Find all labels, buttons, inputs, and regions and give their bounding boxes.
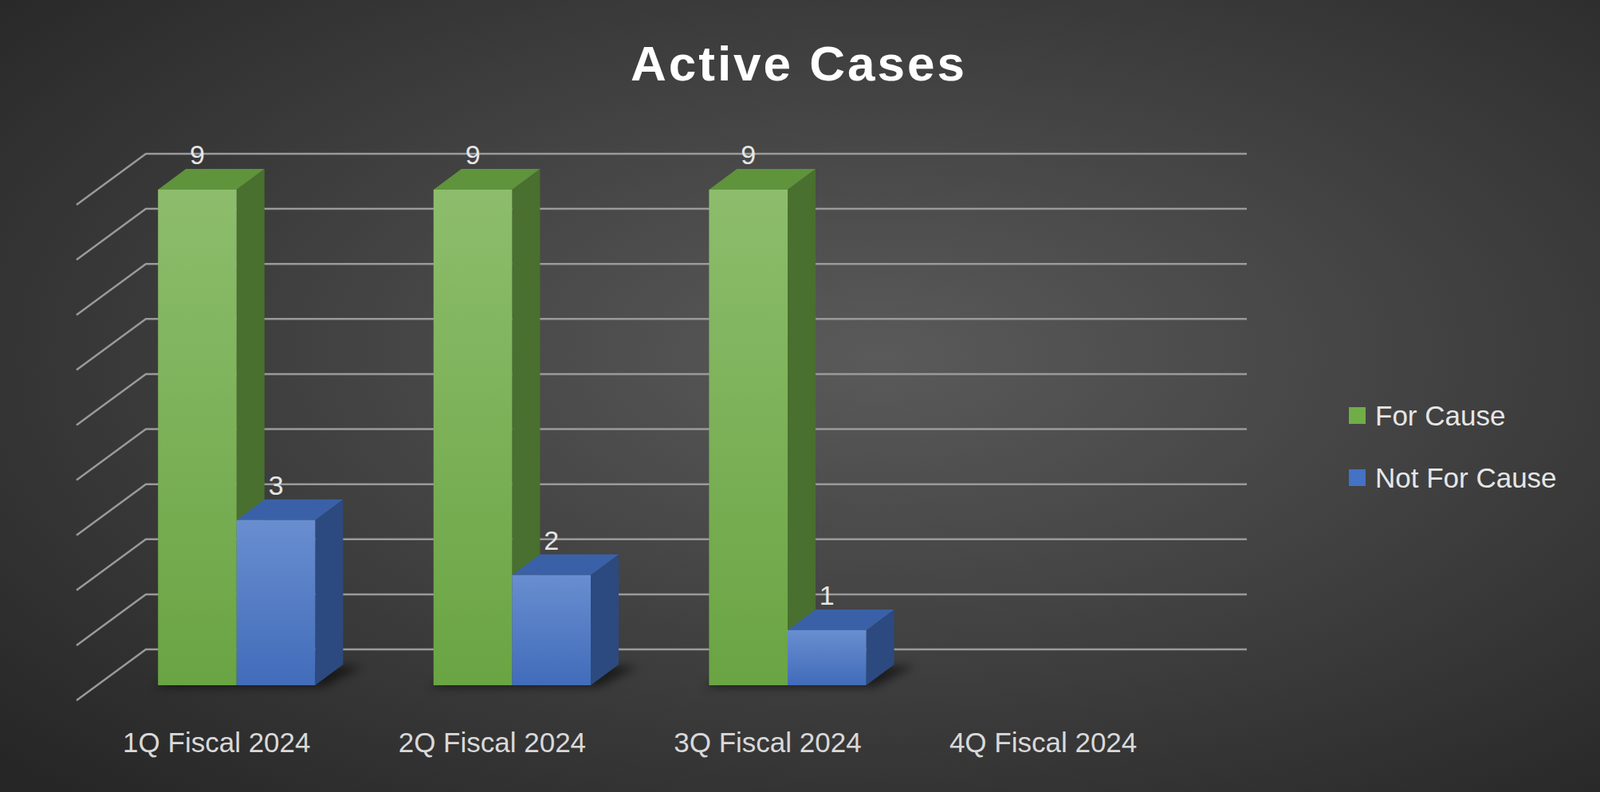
bar-top — [433, 169, 541, 190]
bar-top — [787, 609, 895, 631]
bar — [511, 554, 619, 686]
chart: Active Cases 9 3 9 2 9 1 1Q Fiscal 2024 2Q Fisca… — [0, 0, 1600, 792]
data-label: 1 — [819, 580, 835, 611]
data-label: 2 — [543, 525, 559, 556]
data-label: 3 — [268, 470, 284, 501]
data-label: 9 — [465, 139, 481, 170]
legend-label: For Cause — [1375, 400, 1506, 432]
bar — [708, 169, 816, 686]
x-tick-label: 1Q Fiscal 2024 — [122, 727, 311, 759]
data-label: 9 — [740, 139, 756, 170]
legend-label: Not For Cause — [1375, 462, 1557, 494]
title: Active Cases — [630, 35, 968, 91]
bar-front — [787, 630, 867, 686]
bar-side — [590, 554, 619, 686]
bar-top — [708, 169, 816, 190]
x-tick-label: 4Q Fiscal 2024 — [949, 727, 1137, 759]
bar-top — [511, 554, 619, 576]
bar-front — [708, 189, 788, 686]
bar-side — [787, 169, 816, 686]
background — [0, 0, 1600, 792]
bar-side — [314, 499, 343, 686]
legend-swatch — [1348, 469, 1366, 487]
bar-top — [236, 499, 344, 521]
bar-front — [511, 575, 591, 686]
bar — [236, 499, 344, 686]
bar-top — [157, 169, 265, 190]
x-tick-label: 2Q Fiscal 2024 — [398, 727, 586, 759]
x-axis-labels: 1Q Fiscal 2024 2Q Fiscal 2024 3Q Fiscal 20… — [122, 727, 1137, 759]
data-label: 9 — [189, 139, 205, 170]
data-labels: 9 3 9 2 9 1 — [189, 139, 835, 611]
bar-front — [433, 189, 513, 686]
legend-swatch — [1348, 407, 1366, 425]
bar — [787, 609, 895, 686]
bar-front — [236, 520, 316, 686]
bar-front — [157, 189, 237, 686]
bars — [153, 169, 914, 688]
x-tick-label: 3Q Fiscal 2024 — [673, 727, 861, 759]
grid — [76, 153, 1247, 701]
legend: For Cause Not For Cause — [1348, 400, 1557, 494]
